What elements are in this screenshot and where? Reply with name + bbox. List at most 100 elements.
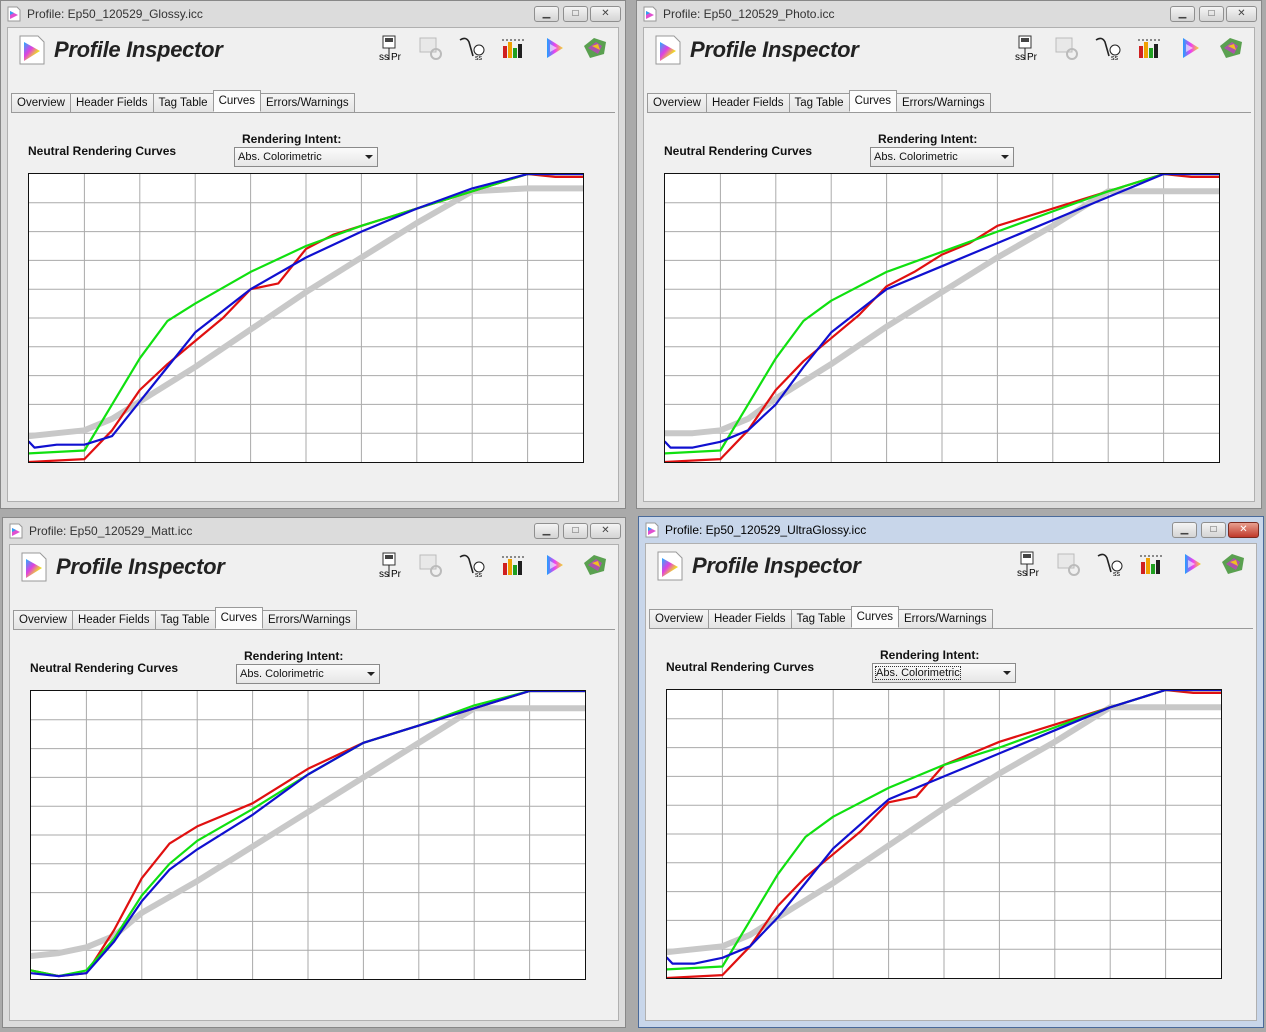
maximize-button[interactable]: □ [563,523,588,539]
tab-tag-table[interactable]: Tag Table [154,610,216,629]
close-button[interactable]: ✕ [1226,6,1257,22]
triangle-icon[interactable] [539,34,571,64]
tab-curves[interactable]: Curves [848,90,897,112]
export-icon[interactable]: ss Pr [375,551,407,581]
tab-errors-warnings[interactable]: Errors/Warnings [262,610,357,629]
rendering-intent-select[interactable]: Abs. Colorimetric [236,664,380,684]
blue-curve [667,690,1221,965]
gamut-icon[interactable] [580,34,612,64]
minimize-button[interactable]: ▁ [534,523,559,539]
gray-curve [31,705,585,959]
svg-text:Pr: Pr [391,52,402,62]
tab-strip: Overview Header Fields Tag Table Curves Erro… [647,90,1251,113]
client-area: Profile Inspector ss Pr ss Overview Header … [9,544,619,1021]
triangle-icon[interactable] [1177,550,1209,580]
tab-overview[interactable]: Overview [11,93,71,112]
tab-tag-table[interactable]: Tag Table [152,93,214,112]
toolbar: ss Pr ss [366,34,612,66]
curves-plot [31,691,585,979]
minimize-button[interactable]: ▁ [1170,6,1195,22]
tab-header-fields[interactable]: Header Fields [707,609,792,628]
gamut-icon[interactable] [1218,550,1250,580]
profile-file-icon [642,6,658,22]
sticker-icon[interactable]: ss [457,551,489,581]
rendering-intent-label: Rendering Intent: [878,132,978,146]
app-logo [16,34,48,66]
triangle-icon[interactable] [1175,34,1207,64]
tab-overview[interactable]: Overview [647,93,707,112]
svg-text:ss: ss [1111,55,1119,62]
rendering-intent-value: Abs. Colorimetric [874,151,958,163]
tab-errors-warnings[interactable]: Errors/Warnings [260,93,355,112]
tab-header-fields[interactable]: Header Fields [705,93,790,112]
window-title: Profile: Ep50_120529_Photo.icc [663,7,835,21]
link-icon[interactable] [416,34,448,64]
svg-text:Pr: Pr [1027,52,1038,62]
tab-errors-warnings[interactable]: Errors/Warnings [896,93,991,112]
svg-text:ss: ss [1113,571,1121,578]
link-icon[interactable] [416,551,448,581]
tab-tag-table[interactable]: Tag Table [790,609,852,628]
rendering-intent-select[interactable]: Abs. Colorimetric [872,663,1016,683]
window-photo: Profile: Ep50_120529_Photo.icc ▁ □ ✕ Pro… [636,0,1262,509]
profile-file-icon [644,522,660,538]
window-title: Profile: Ep50_120529_Glossy.icc [27,7,203,21]
sticker-icon[interactable]: ss [1093,34,1125,64]
chart-icon[interactable] [1134,34,1166,64]
svg-text:ss: ss [379,569,389,579]
neutral-curves-chart [28,173,584,463]
rendering-intent-select[interactable]: Abs. Colorimetric [234,147,378,167]
maximize-button[interactable]: □ [1199,6,1224,22]
close-button[interactable]: ✕ [1228,522,1259,538]
maximize-button[interactable]: □ [1201,522,1226,538]
curves-label: Neutral Rendering Curves [664,144,813,158]
chevron-down-icon [365,155,373,159]
sticker-icon[interactable]: ss [457,34,489,64]
sticker-icon[interactable]: ss [1095,550,1127,580]
link-icon[interactable] [1052,34,1084,64]
tab-overview[interactable]: Overview [649,609,709,628]
curves-plot [665,174,1219,462]
curves-panel: Neutral Rendering Curves Rendering Inten… [644,118,1254,501]
chevron-down-icon [1001,155,1009,159]
chart-icon[interactable] [498,551,530,581]
rendering-intent-label: Rendering Intent: [244,649,344,663]
export-icon[interactable]: ss Pr [1013,550,1045,580]
close-button[interactable]: ✕ [590,6,621,22]
tab-strip: Overview Header Fields Tag Table Curves Erro… [11,90,615,113]
blue-curve [665,174,1219,449]
title-bar[interactable]: Profile: Ep50_120529_Matt.icc ▁ □ ✕ [3,518,625,544]
title-bar[interactable]: Profile: Ep50_120529_Glossy.icc ▁ □ ✕ [1,1,625,27]
tab-header-fields[interactable]: Header Fields [69,93,154,112]
tab-curves[interactable]: Curves [212,90,261,112]
chevron-down-icon [367,672,375,676]
link-icon[interactable] [1054,550,1086,580]
chart-icon[interactable] [498,34,530,64]
rendering-intent-select[interactable]: Abs. Colorimetric [870,147,1014,167]
client-area: Profile Inspector ss Pr ss Overview Header … [643,27,1255,502]
app-title: Profile Inspector [692,553,861,578]
tab-strip: Overview Header Fields Tag Table Curves Erro… [13,607,615,630]
tab-overview[interactable]: Overview [13,610,73,629]
svg-text:Pr: Pr [391,569,402,579]
maximize-button[interactable]: □ [563,6,588,22]
close-button[interactable]: ✕ [590,523,621,539]
triangle-icon[interactable] [539,551,571,581]
minimize-button[interactable]: ▁ [534,6,559,22]
title-bar[interactable]: Profile: Ep50_120529_UltraGlossy.icc ▁ □… [639,517,1263,543]
curves-label: Neutral Rendering Curves [28,144,177,158]
export-icon[interactable]: ss Pr [1011,34,1043,64]
minimize-button[interactable]: ▁ [1172,522,1197,538]
tab-header-fields[interactable]: Header Fields [71,610,156,629]
title-bar[interactable]: Profile: Ep50_120529_Photo.icc ▁ □ ✕ [637,1,1261,27]
gamut-icon[interactable] [1216,34,1248,64]
export-icon[interactable]: ss Pr [375,34,407,64]
tab-curves[interactable]: Curves [850,606,899,628]
tab-errors-warnings[interactable]: Errors/Warnings [898,609,993,628]
tab-curves[interactable]: Curves [214,607,263,629]
gamut-icon[interactable] [580,551,612,581]
toolbar: ss Pr ss [1002,34,1248,66]
rendering-intent-label: Rendering Intent: [880,648,980,662]
tab-tag-table[interactable]: Tag Table [788,93,850,112]
chart-icon[interactable] [1136,550,1168,580]
